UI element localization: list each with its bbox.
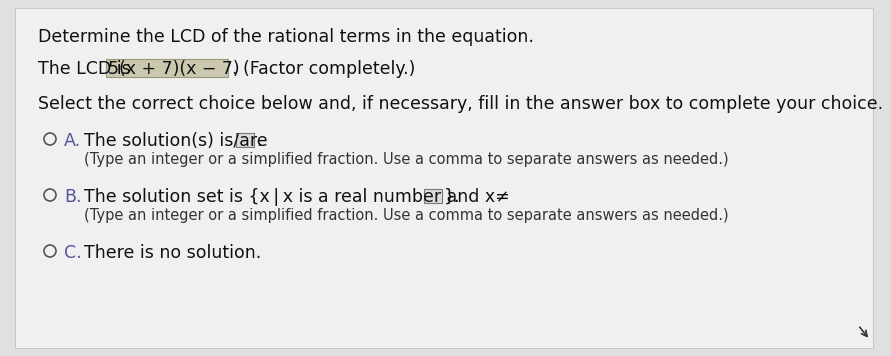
Text: . (Factor completely.): . (Factor completely.) (232, 60, 415, 78)
Text: }.: }. (444, 188, 461, 206)
FancyBboxPatch shape (236, 133, 254, 147)
Text: C.: C. (64, 244, 82, 262)
FancyBboxPatch shape (15, 8, 873, 348)
FancyBboxPatch shape (424, 189, 442, 203)
FancyBboxPatch shape (106, 59, 228, 77)
Text: (Type an integer or a simplified fraction. Use a comma to separate answers as ne: (Type an integer or a simplified fractio… (84, 208, 729, 223)
Text: Select the correct choice below and, if necessary, fill in the answer box to com: Select the correct choice below and, if … (38, 95, 883, 113)
Text: B.: B. (64, 188, 81, 206)
Text: The solution set is {x | x is a real number and x≠: The solution set is {x | x is a real num… (84, 188, 510, 206)
Text: The LCD is: The LCD is (38, 60, 136, 78)
Text: A.: A. (64, 132, 81, 150)
Text: .: . (256, 132, 261, 150)
Text: There is no solution.: There is no solution. (84, 244, 261, 262)
Text: Determine the LCD of the rational terms in the equation.: Determine the LCD of the rational terms … (38, 28, 534, 46)
Text: 5(x + 7)(x − 7): 5(x + 7)(x − 7) (108, 60, 240, 78)
Text: (Type an integer or a simplified fraction. Use a comma to separate answers as ne: (Type an integer or a simplified fractio… (84, 152, 729, 167)
Text: The solution(s) is/are: The solution(s) is/are (84, 132, 267, 150)
